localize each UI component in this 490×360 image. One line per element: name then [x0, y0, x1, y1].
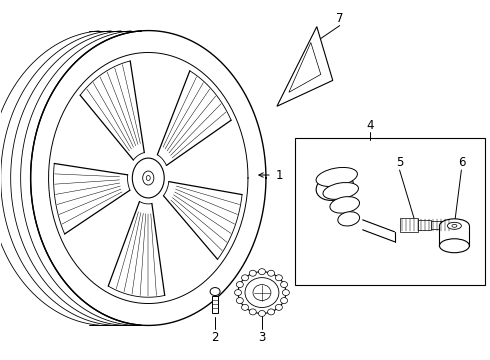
Ellipse shape — [147, 176, 150, 180]
Bar — [449, 222, 455, 227]
Ellipse shape — [452, 224, 457, 227]
Polygon shape — [277, 27, 333, 106]
Polygon shape — [289, 42, 321, 92]
Text: 7: 7 — [336, 12, 343, 25]
Ellipse shape — [143, 171, 154, 185]
Bar — [461, 223, 465, 226]
Ellipse shape — [338, 212, 360, 226]
Bar — [212, 296, 218, 314]
Ellipse shape — [238, 272, 286, 314]
Bar — [295, 138, 485, 285]
Ellipse shape — [249, 309, 256, 315]
Ellipse shape — [282, 289, 290, 296]
Ellipse shape — [330, 197, 360, 213]
Ellipse shape — [447, 222, 462, 229]
Ellipse shape — [236, 282, 244, 288]
Text: 3: 3 — [258, 331, 266, 344]
Text: 6: 6 — [458, 156, 465, 168]
Ellipse shape — [242, 275, 248, 281]
Bar — [432, 221, 441, 229]
Bar — [441, 221, 449, 228]
Ellipse shape — [249, 270, 256, 276]
Text: 4: 4 — [366, 119, 373, 132]
Ellipse shape — [323, 183, 359, 199]
Ellipse shape — [275, 304, 282, 310]
Ellipse shape — [210, 288, 220, 296]
Ellipse shape — [258, 310, 266, 316]
Ellipse shape — [253, 285, 271, 301]
Ellipse shape — [132, 158, 164, 198]
Ellipse shape — [316, 167, 357, 186]
Ellipse shape — [245, 278, 279, 307]
Bar — [455, 223, 461, 227]
Bar — [440, 226, 469, 246]
Ellipse shape — [281, 282, 288, 288]
Ellipse shape — [268, 270, 274, 276]
Ellipse shape — [235, 289, 242, 296]
Ellipse shape — [258, 269, 266, 275]
Bar — [399, 218, 417, 232]
Ellipse shape — [316, 174, 353, 201]
Ellipse shape — [236, 298, 244, 303]
Text: 2: 2 — [211, 331, 219, 344]
Ellipse shape — [275, 275, 282, 281]
Text: 1: 1 — [276, 168, 284, 181]
Text: 5: 5 — [396, 156, 403, 168]
Bar — [417, 220, 432, 230]
Ellipse shape — [242, 304, 248, 310]
Ellipse shape — [440, 239, 469, 253]
Ellipse shape — [281, 298, 288, 303]
Ellipse shape — [268, 309, 274, 315]
Ellipse shape — [440, 219, 469, 233]
